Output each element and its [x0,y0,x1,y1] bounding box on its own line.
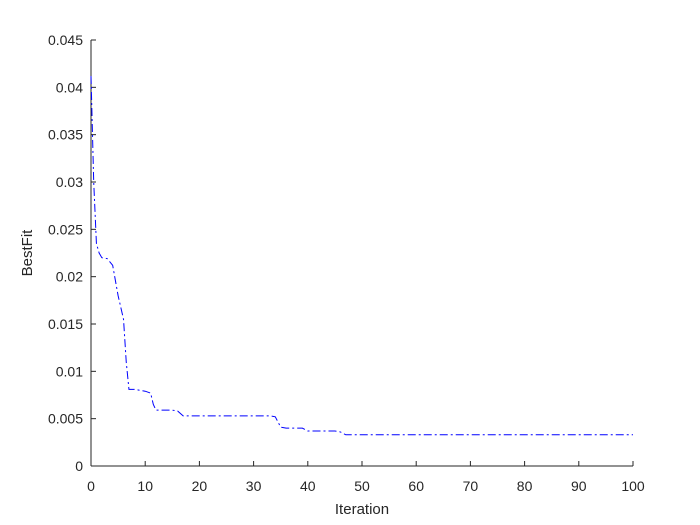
y-tick-label: 0.04 [56,79,83,95]
x-tick-label: 0 [87,478,95,494]
axes [90,39,634,467]
y-tick-label: 0.035 [48,127,83,143]
x-tick-label: 80 [517,478,533,494]
series-line-0 [90,75,633,436]
x-tick-label: 90 [571,478,587,494]
y-tick-label: 0 [75,458,83,474]
x-tick-label: 100 [621,478,645,494]
tick-labels: 0 10 20 30 40 50 60 70 80 90 100 0 0.005 0.01 0.015 0.0… [48,32,645,494]
y-axis-label: BestFit [19,229,36,277]
y-tick-label: 0.03 [56,174,83,190]
y-tick-label: 0.015 [48,316,83,332]
y-tick-label: 0.025 [48,221,83,237]
y-tick-label: 0.01 [56,363,83,379]
x-tick-label: 30 [246,478,262,494]
x-tick-label: 70 [463,478,479,494]
x-axis-label: Iteration [335,501,389,518]
x-tick-label: 60 [408,478,424,494]
y-tick-label: 0.045 [48,32,83,48]
y-tick-label: 0.005 [48,411,83,427]
plot-area [90,75,633,436]
x-tick-label: 40 [300,478,316,494]
x-tick-label: 50 [354,478,370,494]
y-tick-label: 0.02 [56,269,83,285]
x-tick-label: 10 [137,478,153,494]
x-tick-label: 20 [192,478,208,494]
